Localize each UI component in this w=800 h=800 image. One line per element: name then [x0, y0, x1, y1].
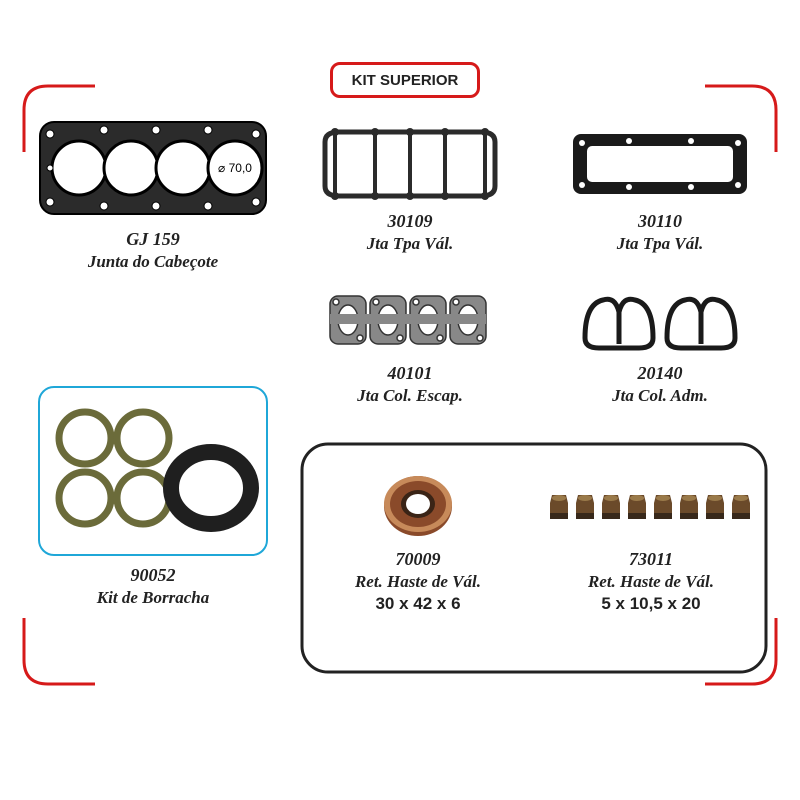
part-gj159: ⌀ 70,0 GJ 159 Junta do Cabeçote: [30, 114, 276, 273]
part-40101-image: [310, 286, 510, 356]
part-73011-dim: 5 x 10,5 x 20: [542, 593, 760, 615]
part-30110-image: [560, 124, 760, 204]
part-90052-image: [38, 392, 268, 550]
part-30109-desc: Jta Tpa Vál.: [310, 233, 510, 255]
part-70009-desc: Ret. Haste de Vál.: [318, 571, 518, 593]
part-gj159-desc: Junta do Cabeçote: [30, 251, 276, 273]
part-30110-code: 30110: [560, 210, 760, 233]
part-30110: 30110 Jta Tpa Vál.: [560, 124, 760, 255]
part-30109-code: 30109: [310, 210, 510, 233]
part-90052-desc: Kit de Borracha: [38, 587, 268, 609]
part-70009-dim: 30 x 42 x 6: [318, 593, 518, 615]
part-73011-desc: Ret. Haste de Vál.: [542, 571, 760, 593]
part-73011: 73011 Ret. Haste de Vál. 5 x 10,5 x 20: [542, 472, 760, 616]
part-30109-image: [310, 124, 510, 204]
part-30109: 30109 Jta Tpa Vál.: [310, 124, 510, 255]
part-40101-code: 40101: [310, 362, 510, 385]
part-73011-code: 73011: [542, 548, 760, 571]
part-40101-desc: Jta Col. Escap.: [310, 385, 510, 407]
bore-label: ⌀ 70,0: [218, 161, 252, 175]
kit-container: KIT SUPERIOR ⌀ 70,0 GJ 1: [20, 82, 780, 688]
part-70009: 70009 Ret. Haste de Vál. 30 x 42 x 6: [318, 466, 518, 616]
part-gj159-code: GJ 159: [30, 228, 276, 251]
part-30110-desc: Jta Tpa Vál.: [560, 233, 760, 255]
part-90052: 90052 Kit de Borracha: [38, 392, 268, 609]
part-20140-desc: Jta Col. Adm.: [560, 385, 760, 407]
part-20140: 20140 Jta Col. Adm.: [560, 286, 760, 407]
part-73011-image: [542, 472, 760, 542]
part-70009-image: [318, 466, 518, 542]
kit-badge-label: KIT SUPERIOR: [352, 72, 459, 89]
part-40101: 40101 Jta Col. Escap.: [310, 286, 510, 407]
part-70009-code: 70009: [318, 548, 518, 571]
part-20140-code: 20140: [560, 362, 760, 385]
kit-badge: KIT SUPERIOR: [330, 62, 480, 98]
part-gj159-image: ⌀ 70,0: [30, 114, 276, 222]
part-90052-code: 90052: [38, 564, 268, 587]
part-20140-image: [560, 286, 760, 356]
